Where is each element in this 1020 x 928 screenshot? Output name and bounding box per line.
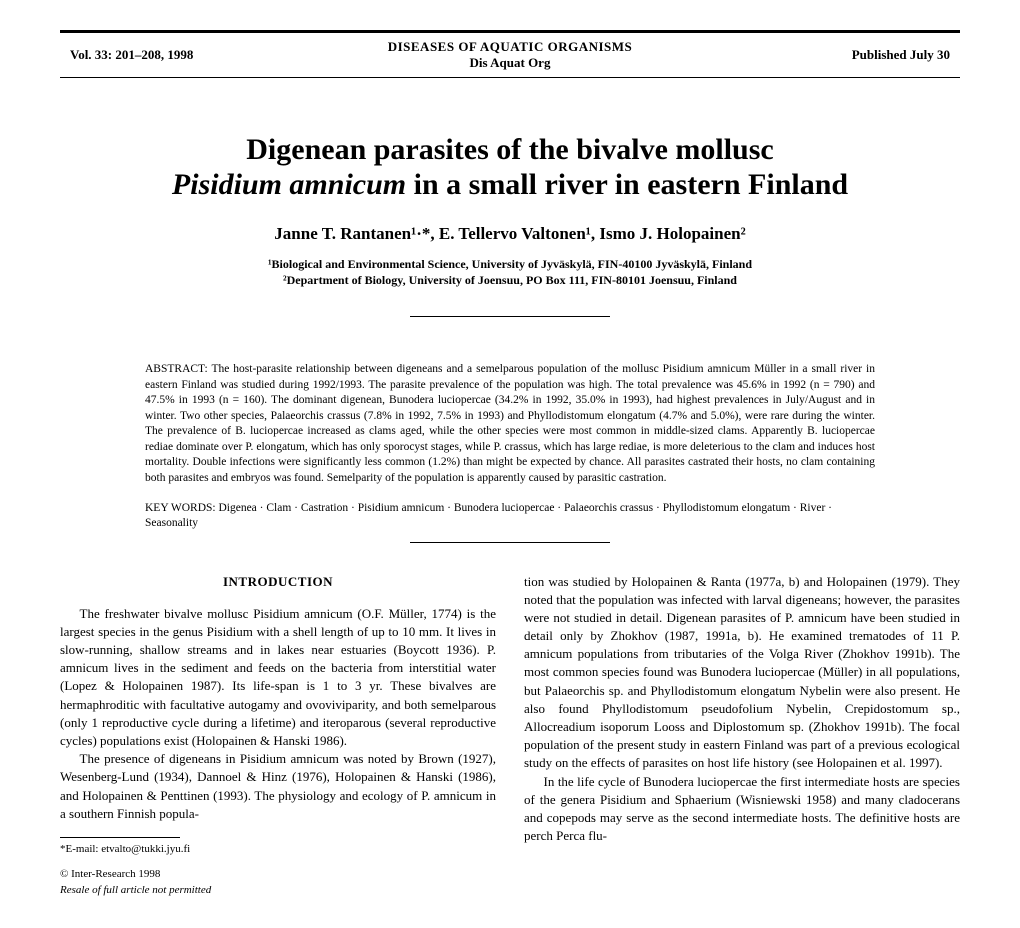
affiliation-1: ¹Biological and Environmental Science, U… <box>60 256 960 272</box>
journal-name-full: DISEASES OF AQUATIC ORGANISMS <box>270 39 750 55</box>
volume-info: Vol. 33: 201–208, 1998 <box>60 47 270 63</box>
title-rest: in a small river in eastern Finland <box>406 168 848 201</box>
affiliation-2: ²Department of Biology, University of Jo… <box>60 272 960 288</box>
paragraph: The presence of digeneans in Pisidium am… <box>60 750 496 823</box>
copyright-line: © Inter-Research 1998 <box>60 868 160 880</box>
title-line-2: Pisidium amnicum in a small river in eas… <box>60 168 960 203</box>
authors: Janne T. Rantanen¹·*, E. Tellervo Valton… <box>60 224 960 244</box>
copyright: © Inter-Research 1998 Resale of full art… <box>60 867 496 898</box>
column-left: INTRODUCTION The freshwater bivalve moll… <box>60 573 496 899</box>
publish-date: Published July 30 <box>750 47 960 63</box>
body-columns: INTRODUCTION The freshwater bivalve moll… <box>60 573 960 899</box>
paragraph: tion was studied by Holopainen & Ranta (… <box>524 573 960 773</box>
paragraph: In the life cycle of Bunodera lucioperca… <box>524 773 960 846</box>
resale-notice: Resale of full article not permitted <box>60 884 211 896</box>
divider <box>410 542 610 543</box>
title-species: Pisidium amnicum <box>172 168 406 201</box>
abstract: ABSTRACT: The host-parasite relationship… <box>145 362 875 486</box>
affiliations: ¹Biological and Environmental Science, U… <box>60 256 960 288</box>
title-line-1: Digenean parasites of the bivalve mollus… <box>60 133 960 168</box>
section-heading-introduction: INTRODUCTION <box>60 573 496 591</box>
journal-name-abbr: Dis Aquat Org <box>270 55 750 71</box>
paragraph: The freshwater bivalve mollusc Pisidium … <box>60 605 496 751</box>
corresponding-email: *E-mail: etvalto@tukki.jyu.fi <box>60 842 496 857</box>
column-right: tion was studied by Holopainen & Ranta (… <box>524 573 960 899</box>
journal-name: DISEASES OF AQUATIC ORGANISMS Dis Aquat … <box>270 39 750 71</box>
footnote-separator <box>60 837 180 838</box>
keywords: KEY WORDS: Digenea · Clam · Castration ·… <box>145 501 875 532</box>
divider <box>410 316 610 317</box>
journal-header: Vol. 33: 201–208, 1998 DISEASES OF AQUAT… <box>60 30 960 78</box>
article-title: Digenean parasites of the bivalve mollus… <box>60 133 960 202</box>
